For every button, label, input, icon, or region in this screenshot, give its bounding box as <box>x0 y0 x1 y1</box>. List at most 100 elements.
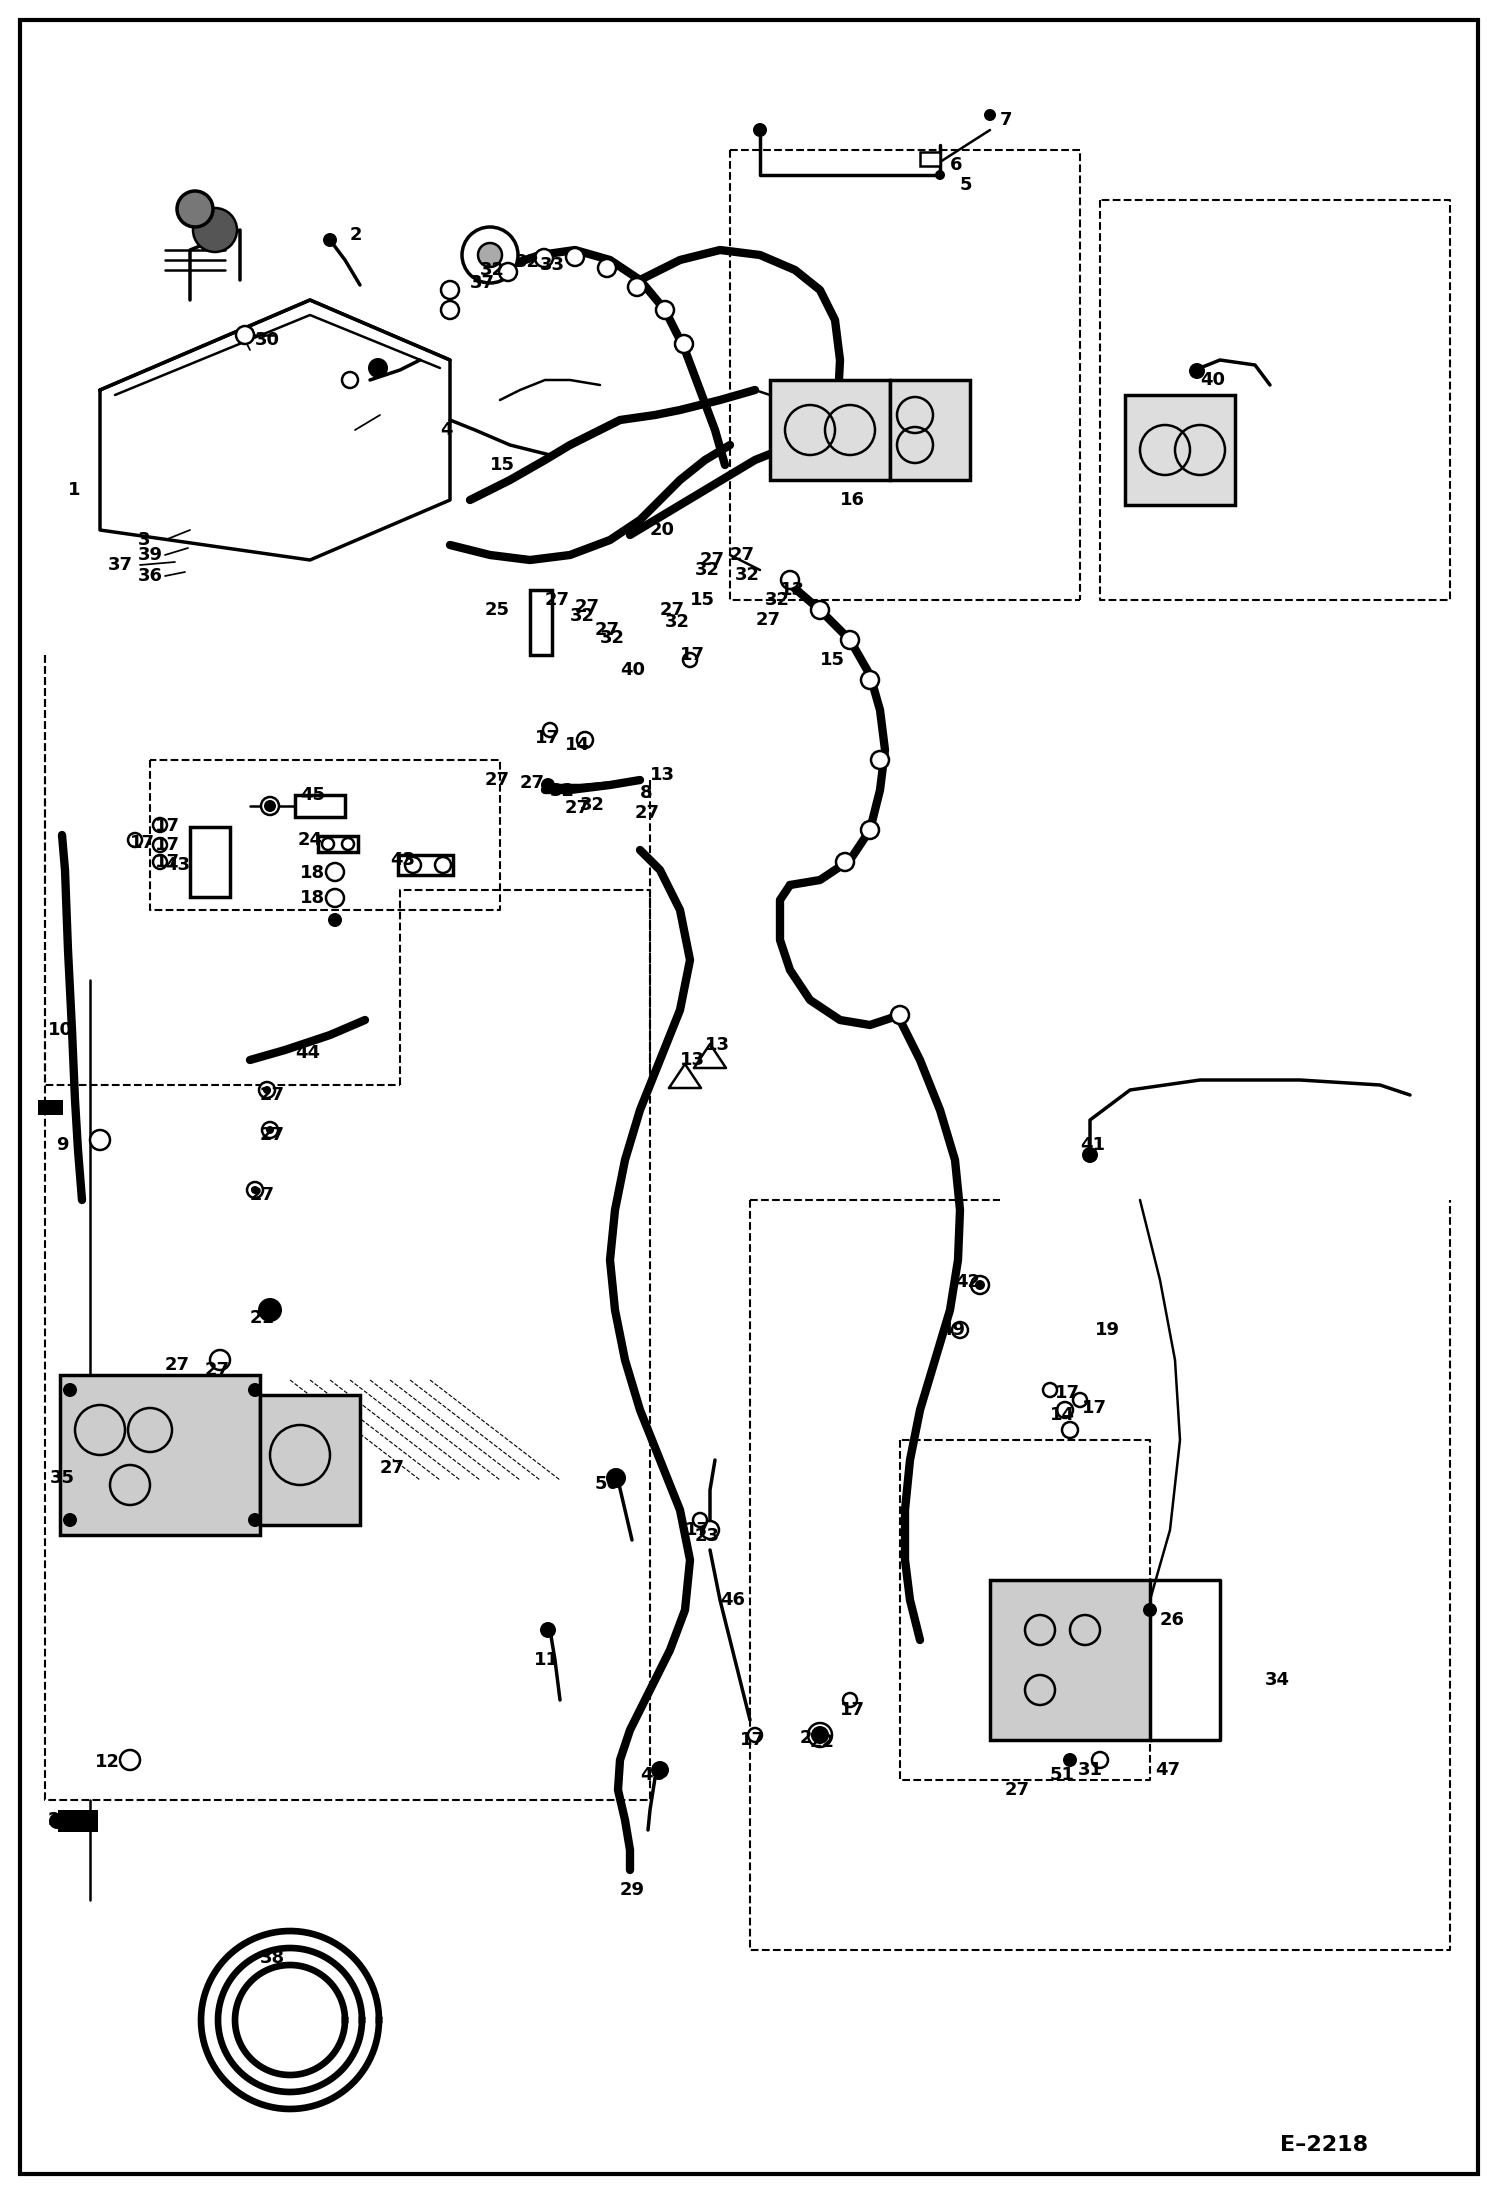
Circle shape <box>539 1621 556 1639</box>
Bar <box>318 836 358 851</box>
Circle shape <box>90 1130 109 1150</box>
Text: 9: 9 <box>55 1136 69 1154</box>
Text: 35: 35 <box>49 1470 75 1488</box>
Circle shape <box>683 654 697 667</box>
Bar <box>37 1099 63 1115</box>
Text: 27: 27 <box>635 803 661 823</box>
Text: 37: 37 <box>108 555 133 575</box>
Circle shape <box>247 1183 264 1198</box>
Text: 27: 27 <box>545 590 571 610</box>
Text: 25: 25 <box>485 601 509 619</box>
Circle shape <box>499 263 517 281</box>
Text: 43: 43 <box>165 856 190 873</box>
Circle shape <box>237 327 255 344</box>
Bar <box>295 794 345 816</box>
Circle shape <box>258 1299 282 1323</box>
Text: 13: 13 <box>680 1051 706 1068</box>
Text: 7: 7 <box>1001 112 1013 129</box>
Text: 19: 19 <box>1095 1321 1121 1338</box>
Text: 37: 37 <box>470 274 494 292</box>
Text: 27: 27 <box>250 1187 276 1205</box>
Circle shape <box>210 1349 231 1369</box>
Text: 17: 17 <box>680 645 706 665</box>
Text: 13: 13 <box>706 1036 730 1053</box>
Circle shape <box>324 233 337 248</box>
Text: 34: 34 <box>1264 1672 1290 1689</box>
Circle shape <box>1092 1753 1109 1768</box>
Text: 27: 27 <box>520 774 545 792</box>
Circle shape <box>49 1812 64 1830</box>
Text: 1: 1 <box>67 480 81 498</box>
Text: 31: 31 <box>1079 1762 1103 1779</box>
Text: 17: 17 <box>154 836 180 853</box>
Text: 27: 27 <box>261 1086 285 1104</box>
Text: 39: 39 <box>138 546 163 564</box>
Bar <box>190 827 231 897</box>
Circle shape <box>656 301 674 318</box>
Text: 17: 17 <box>154 816 180 836</box>
Circle shape <box>1058 1402 1073 1417</box>
Text: 32: 32 <box>665 612 691 632</box>
Text: 47: 47 <box>1155 1762 1180 1779</box>
Bar <box>398 856 452 875</box>
Text: 29: 29 <box>620 1880 646 1900</box>
Text: 15: 15 <box>691 590 715 610</box>
Bar <box>920 151 941 167</box>
Bar <box>890 380 971 480</box>
Text: 18: 18 <box>300 864 325 882</box>
Text: 44: 44 <box>295 1044 321 1062</box>
Text: 32: 32 <box>479 261 505 279</box>
Text: 32: 32 <box>765 590 789 610</box>
Text: 15: 15 <box>490 456 515 474</box>
Bar <box>530 590 551 656</box>
Circle shape <box>327 862 345 882</box>
Text: 30: 30 <box>255 331 280 349</box>
Text: 21: 21 <box>250 1310 276 1327</box>
Circle shape <box>252 1187 259 1194</box>
Text: 27: 27 <box>575 599 601 617</box>
Text: 23: 23 <box>695 1527 721 1545</box>
Circle shape <box>577 733 593 748</box>
Circle shape <box>120 1751 139 1771</box>
Circle shape <box>598 259 616 276</box>
Circle shape <box>984 110 996 121</box>
Circle shape <box>836 853 854 871</box>
Text: 28: 28 <box>48 1810 73 1830</box>
Circle shape <box>1064 1753 1077 1766</box>
Circle shape <box>935 169 945 180</box>
Text: 5: 5 <box>960 176 972 193</box>
Circle shape <box>1073 1393 1088 1406</box>
Circle shape <box>440 301 458 318</box>
Text: 27: 27 <box>730 546 755 564</box>
Text: 14: 14 <box>1050 1406 1076 1424</box>
Circle shape <box>843 1694 857 1707</box>
Circle shape <box>652 1762 670 1779</box>
Text: 27: 27 <box>661 601 685 619</box>
Circle shape <box>327 889 345 906</box>
Text: 15: 15 <box>819 652 845 669</box>
Circle shape <box>542 724 557 737</box>
Circle shape <box>193 208 237 252</box>
Text: 40: 40 <box>1200 371 1225 388</box>
Text: 27: 27 <box>756 610 780 630</box>
Circle shape <box>891 1007 909 1025</box>
Text: 51: 51 <box>1050 1766 1076 1784</box>
Text: 10: 10 <box>48 1020 73 1040</box>
Circle shape <box>63 1382 76 1398</box>
Circle shape <box>267 1126 274 1134</box>
Text: 17: 17 <box>685 1520 710 1538</box>
Text: 16: 16 <box>840 491 864 509</box>
Bar <box>60 1376 261 1536</box>
Circle shape <box>1189 362 1204 380</box>
Text: 13: 13 <box>650 766 676 783</box>
Text: 32: 32 <box>571 608 595 625</box>
Circle shape <box>861 671 879 689</box>
Circle shape <box>328 913 342 928</box>
Circle shape <box>461 226 518 283</box>
Circle shape <box>1062 1422 1079 1437</box>
Text: 27: 27 <box>800 1729 825 1746</box>
Circle shape <box>1082 1147 1098 1163</box>
Circle shape <box>810 1727 828 1744</box>
Text: 2: 2 <box>351 226 363 244</box>
Circle shape <box>780 570 798 588</box>
